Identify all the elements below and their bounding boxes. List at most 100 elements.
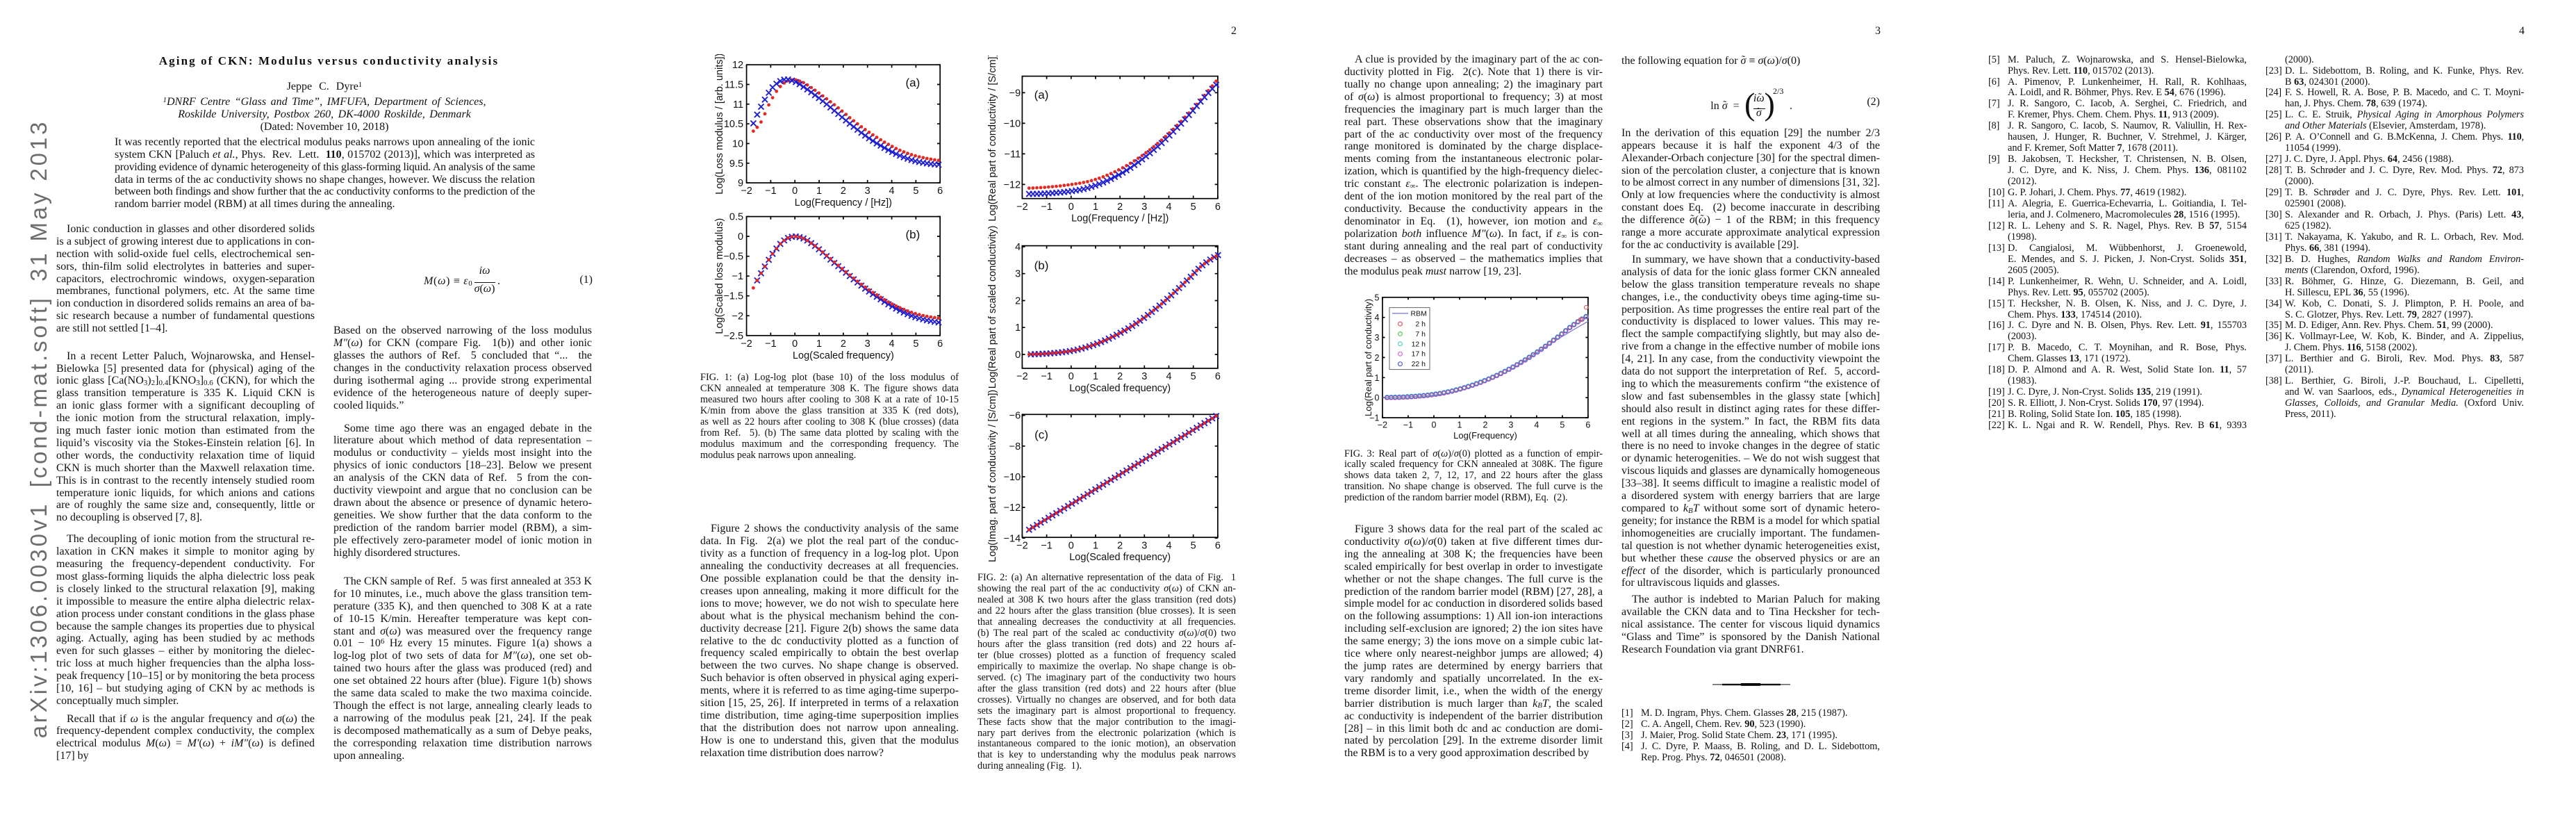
svg-text:0: 0 xyxy=(1015,350,1021,361)
svg-text:Log(Frequency): Log(Frequency) xyxy=(1453,430,1517,441)
svg-text:−1: −1 xyxy=(1369,414,1379,423)
svg-text:5: 5 xyxy=(1191,540,1196,551)
svg-text:3: 3 xyxy=(865,186,870,197)
svg-text:2: 2 xyxy=(841,186,846,197)
svg-text:−2: −2 xyxy=(741,186,752,197)
svg-text:4: 4 xyxy=(1375,313,1380,322)
svg-text:4: 4 xyxy=(1166,540,1171,551)
svg-text:5: 5 xyxy=(1191,371,1196,382)
svg-text:3: 3 xyxy=(1141,540,1147,551)
svg-text:(b): (b) xyxy=(906,228,920,241)
svg-text:Log(Frequency / [Hz]): Log(Frequency / [Hz]) xyxy=(1071,213,1169,224)
svg-text:Log(Imag. part of conductivity: Log(Imag. part of conductivity / [S/cm]) xyxy=(987,390,998,562)
svg-text:(a): (a) xyxy=(906,76,920,90)
svg-text:9.5: 9.5 xyxy=(729,158,743,170)
svg-text:Log(Scaled loss modulus): Log(Scaled loss modulus) xyxy=(714,218,725,334)
svg-text:−9: −9 xyxy=(1009,88,1021,99)
svg-text:Log(Loss modulus / [arb. units: Log(Loss modulus / [arb. units]) xyxy=(714,54,725,195)
svg-text:4: 4 xyxy=(1015,242,1021,253)
svg-text:−12: −12 xyxy=(1004,179,1021,190)
svg-text:(a): (a) xyxy=(1034,88,1049,101)
svg-text:11.5: 11.5 xyxy=(725,80,743,91)
svg-text:−2: −2 xyxy=(1016,540,1028,551)
svg-text:3: 3 xyxy=(1015,269,1021,280)
svg-text:6: 6 xyxy=(937,338,943,350)
svg-text:1: 1 xyxy=(816,338,822,350)
svg-text:12: 12 xyxy=(732,60,743,71)
svg-text:0: 0 xyxy=(792,186,798,197)
svg-text:0.5: 0.5 xyxy=(729,212,743,223)
svg-text:9: 9 xyxy=(738,178,743,189)
svg-text:0: 0 xyxy=(1432,420,1437,430)
svg-text:(c): (c) xyxy=(1034,428,1048,441)
svg-text:2: 2 xyxy=(1015,296,1021,307)
svg-text:(b): (b) xyxy=(1034,259,1049,272)
svg-text:2: 2 xyxy=(1483,420,1488,430)
svg-text:4: 4 xyxy=(889,338,895,350)
svg-text:−0.5: −0.5 xyxy=(723,252,743,263)
svg-text:6: 6 xyxy=(1215,540,1221,551)
svg-text:−6: −6 xyxy=(1009,411,1021,422)
svg-text:3: 3 xyxy=(1375,333,1380,343)
svg-text:−11: −11 xyxy=(1005,149,1021,160)
svg-text:10.5: 10.5 xyxy=(724,119,743,130)
svg-text:2: 2 xyxy=(1375,353,1380,363)
svg-text:4: 4 xyxy=(1166,371,1171,382)
svg-text:5: 5 xyxy=(913,186,918,197)
svg-text:Log(Real part of conductivity): Log(Real part of conductivity) xyxy=(1363,299,1373,416)
svg-text:17 h: 17 h xyxy=(1412,350,1426,359)
svg-text:6: 6 xyxy=(1215,202,1221,213)
svg-text:5: 5 xyxy=(1560,420,1564,430)
svg-text:Log(Frequency / [Hz]): Log(Frequency / [Hz]) xyxy=(795,197,892,208)
svg-text:−1: −1 xyxy=(1403,420,1413,430)
svg-text:−1: −1 xyxy=(732,271,744,282)
svg-text:2: 2 xyxy=(1117,202,1123,213)
svg-text:Log(Scaled frequency): Log(Scaled frequency) xyxy=(1069,383,1171,394)
svg-text:1: 1 xyxy=(1093,540,1098,551)
svg-text:7 h: 7 h xyxy=(1415,330,1426,338)
svg-text:0: 0 xyxy=(738,231,743,243)
svg-text:−1: −1 xyxy=(1041,371,1052,382)
svg-text:3: 3 xyxy=(1141,202,1147,213)
svg-text:0: 0 xyxy=(1375,393,1380,403)
svg-text:0: 0 xyxy=(1068,371,1074,382)
svg-text:−1: −1 xyxy=(765,338,777,350)
svg-text:4: 4 xyxy=(1534,420,1539,430)
svg-text:−1: −1 xyxy=(1041,540,1052,551)
svg-text:−14: −14 xyxy=(1004,533,1021,544)
svg-text:−1: −1 xyxy=(765,186,777,197)
svg-text:2: 2 xyxy=(841,338,846,350)
svg-text:1: 1 xyxy=(1458,420,1462,430)
svg-text:12 h: 12 h xyxy=(1412,340,1426,348)
svg-text:−10: −10 xyxy=(1004,118,1021,129)
svg-text:0: 0 xyxy=(1068,540,1074,551)
svg-text:Log(Scaled frequency): Log(Scaled frequency) xyxy=(1069,552,1171,563)
svg-text:22 h: 22 h xyxy=(1412,360,1426,368)
svg-text:−2: −2 xyxy=(1016,371,1028,382)
svg-text:10: 10 xyxy=(732,139,743,150)
svg-text:2 h: 2 h xyxy=(1415,320,1426,329)
svg-text:2: 2 xyxy=(1117,540,1123,551)
svg-text:5: 5 xyxy=(1375,293,1380,302)
svg-text:3: 3 xyxy=(865,338,870,350)
svg-text:−1.5: −1.5 xyxy=(723,291,743,302)
svg-text:1: 1 xyxy=(1375,373,1380,383)
svg-text:RBM: RBM xyxy=(1411,309,1427,318)
svg-text:−2: −2 xyxy=(741,338,752,350)
svg-text:5: 5 xyxy=(913,338,918,350)
svg-text:−8: −8 xyxy=(1009,441,1021,452)
svg-text:−2: −2 xyxy=(732,311,744,322)
svg-text:−2: −2 xyxy=(1016,202,1028,213)
svg-text:−2.5: −2.5 xyxy=(723,331,743,342)
svg-text:1: 1 xyxy=(1093,371,1098,382)
svg-text:2: 2 xyxy=(1117,371,1123,382)
svg-text:3: 3 xyxy=(1508,420,1513,430)
svg-text:0: 0 xyxy=(1068,202,1074,213)
svg-text:Log(Scaled frequency): Log(Scaled frequency) xyxy=(793,350,894,361)
svg-text:−1: −1 xyxy=(1041,202,1052,213)
svg-text:Log(Real part of scaled conduc: Log(Real part of scaled conductivity) xyxy=(987,226,998,389)
svg-text:3: 3 xyxy=(1141,371,1147,382)
svg-text:11: 11 xyxy=(733,99,743,111)
svg-text:0: 0 xyxy=(792,338,798,350)
svg-text:1: 1 xyxy=(816,186,822,197)
